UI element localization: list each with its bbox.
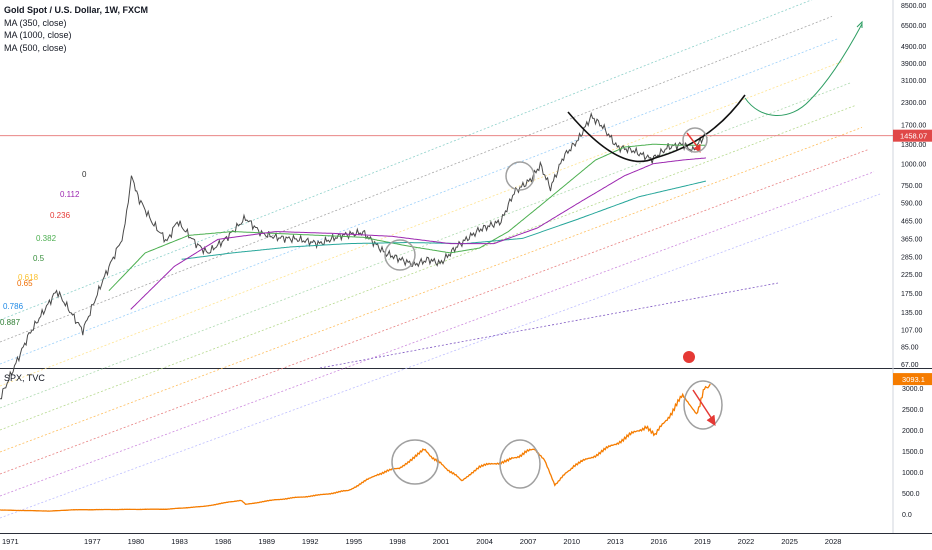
time-axis-label: 1971 xyxy=(2,537,19,546)
spx-ytick-label: 2500.0 xyxy=(902,407,924,414)
spx-highlight-circle xyxy=(499,439,541,489)
time-axis-label: 1995 xyxy=(345,537,362,546)
fib-label: 0.618 xyxy=(18,273,39,282)
time-axis-label: 2004 xyxy=(476,537,493,546)
time-axis-label: 1992 xyxy=(302,537,319,546)
time-axis-label: 2010 xyxy=(563,537,580,546)
lower-legend[interactable]: SPX, TVC xyxy=(4,373,45,383)
gold-ytick-label: 365.00 xyxy=(901,236,923,243)
fib-line xyxy=(0,127,863,453)
fib-line xyxy=(0,16,833,343)
spx-line xyxy=(0,383,711,512)
gold-ytick-label: 3900.00 xyxy=(901,61,926,68)
event-marker-icon xyxy=(683,351,695,363)
highlight-circle xyxy=(505,161,535,191)
fib-label: 0.786 xyxy=(3,302,24,311)
time-axis-label: 2013 xyxy=(607,537,624,546)
highlight-circle xyxy=(384,239,416,271)
gold-ytick-label: 2300.00 xyxy=(901,100,926,107)
gold-ytick-label: 1000.00 xyxy=(901,162,926,169)
time-axis-label: 1977 xyxy=(84,537,101,546)
time-axis-label: 2022 xyxy=(738,537,755,546)
spx-ytick-label: 1000.0 xyxy=(902,470,924,477)
fib-label: 0.382 xyxy=(36,234,57,243)
fib-line xyxy=(0,171,875,497)
fib-line xyxy=(0,149,869,475)
cup-drawing xyxy=(567,94,746,163)
gold-ytick-label: 67.00 xyxy=(901,362,919,369)
fib-label: 0.112 xyxy=(60,190,80,199)
time-axis-label: 1986 xyxy=(215,537,232,546)
spx-ytick-label: 1500.0 xyxy=(902,449,924,456)
fib-label: 0.5 xyxy=(33,254,45,263)
time-axis-label: 2019 xyxy=(694,537,711,546)
spx-down-arrow xyxy=(692,389,715,423)
gold-ytick-label: 3100.00 xyxy=(901,78,926,85)
symbol-title[interactable]: Gold Spot / U.S. Dollar, 1W, FXCM xyxy=(4,5,149,15)
current-price-tag xyxy=(893,129,932,142)
ma350-line xyxy=(108,143,706,292)
time-axis-label: 2016 xyxy=(651,537,668,546)
time-axis-label: 2028 xyxy=(825,537,842,546)
fib-label: 0.65 xyxy=(17,279,33,288)
gold-ytick-label: 285.00 xyxy=(901,255,923,262)
time-axis-label: 2007 xyxy=(520,537,537,546)
time-axis-label: 1980 xyxy=(128,537,145,546)
projection-arrowhead xyxy=(856,20,863,28)
fib-line xyxy=(0,60,845,387)
gold-ytick-label: 225.00 xyxy=(901,272,923,279)
ma1000-line xyxy=(181,180,706,260)
spx-ytick-label: 2000.0 xyxy=(902,428,924,435)
current-price-label: 1458.07 xyxy=(900,132,927,141)
ma500-legend[interactable]: MA (500, close) xyxy=(4,42,67,53)
ma1000-legend[interactable]: MA (1000, close) xyxy=(4,30,72,40)
spx-ytick-label: 3000.0 xyxy=(902,386,924,393)
gold-ytick-label: 1300.00 xyxy=(901,142,926,149)
gold-ytick-label: 1700.00 xyxy=(901,122,926,129)
fib-line xyxy=(0,104,857,431)
time-axis-label: 2001 xyxy=(433,537,450,546)
time-axis-label: 1989 xyxy=(258,537,275,546)
spx-ytick-label: 500.0 xyxy=(902,491,920,498)
spx-highlight-circle xyxy=(391,439,439,485)
spx-price-tag xyxy=(893,373,932,386)
gold-ytick-label: 4900.00 xyxy=(901,44,926,51)
fib-line xyxy=(0,193,881,519)
fib-line xyxy=(0,82,851,409)
ma500-line xyxy=(130,157,706,310)
fib-label: 0.887 xyxy=(0,318,21,327)
gold-ytick-label: 8500.00 xyxy=(901,3,926,10)
gold-ytick-label: 85.00 xyxy=(901,344,919,351)
spx-arrowhead xyxy=(706,414,716,426)
time-axis-label: 1998 xyxy=(389,537,406,546)
gold-ytick-label: 465.00 xyxy=(901,218,923,225)
fib-label: 0 xyxy=(82,170,87,179)
time-axis-label: 1983 xyxy=(171,537,188,546)
gold-arrowhead xyxy=(693,144,701,153)
top-legend: Gold Spot / U.S. Dollar, 1W, FXCM MA (35… xyxy=(4,4,148,54)
spx-ytick-label: 0.0 xyxy=(902,512,912,519)
gold-ytick-label: 107.00 xyxy=(901,327,923,334)
fib-line xyxy=(319,282,779,369)
gold-ytick-label: 175.00 xyxy=(901,291,923,298)
spx-highlight-circle xyxy=(683,380,723,430)
ma350-legend[interactable]: MA (350, close) xyxy=(4,17,67,28)
gold-price-line xyxy=(0,111,706,400)
time-axis-label: 2025 xyxy=(781,537,798,546)
projection-curve xyxy=(744,23,863,116)
fib-label: 0.236 xyxy=(50,211,71,220)
fib-channel xyxy=(0,0,881,519)
highlight-circle xyxy=(682,127,708,153)
gold-ytick-label: 750.00 xyxy=(901,183,923,190)
fib-line xyxy=(0,38,839,365)
gold-ytick-label: 6500.00 xyxy=(901,23,926,30)
gold-ytick-label: 590.00 xyxy=(901,201,923,208)
spx-price-label: 3093.1 xyxy=(902,375,925,384)
gold-ytick-label: 135.00 xyxy=(901,310,923,317)
